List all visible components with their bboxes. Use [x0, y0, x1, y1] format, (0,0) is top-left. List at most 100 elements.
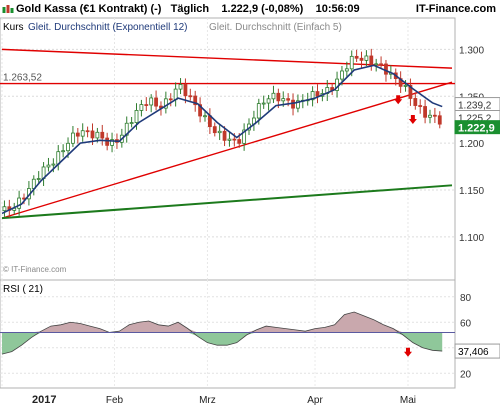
- candle-body: [266, 98, 271, 104]
- price-label: 1.225,2: [458, 114, 492, 125]
- candle-body: [17, 197, 22, 209]
- rsi-tick-label: 80: [460, 293, 472, 304]
- candle-body: [183, 84, 188, 97]
- price-tick-label: 1.150: [459, 186, 484, 197]
- candle-body: [71, 132, 75, 144]
- rsi-line: [1, 311, 443, 355]
- trendline-support-long: [1, 184, 453, 220]
- candle-body: [100, 131, 105, 139]
- candle-body: [105, 137, 110, 146]
- candle-body: [139, 104, 144, 111]
- candle-body: [227, 138, 232, 141]
- site-name: IT-Finance.com: [415, 3, 496, 15]
- candle-body: [51, 163, 56, 166]
- candle-body: [423, 106, 427, 118]
- candle-body: [46, 164, 51, 168]
- trendline-support-rising: [1, 81, 453, 219]
- candle-body: [80, 130, 85, 137]
- candle-body: [36, 178, 41, 180]
- candle-body: [374, 63, 379, 66]
- price-tick-label: 1.100: [459, 233, 484, 244]
- price-label-box: [454, 120, 500, 135]
- candle-body: [437, 115, 442, 125]
- candle-body: [354, 55, 359, 59]
- x-tick-label: Mrz: [199, 395, 216, 406]
- candle-body: [286, 98, 291, 101]
- x-tick-label: Mai: [400, 395, 416, 406]
- candle-body: [418, 105, 423, 107]
- candle-body: [178, 84, 183, 90]
- rsi-label-box: [454, 343, 500, 359]
- quote-time: 10:56:09: [315, 3, 360, 15]
- candle-body: [154, 97, 158, 107]
- candle-body: [276, 92, 281, 102]
- hline-label: 1.263,52: [3, 73, 42, 84]
- price-label: 1.222,9: [458, 123, 495, 135]
- rsi-area-above: [2, 312, 443, 333]
- legend-ema: Gleit. Durchschnitt (Exponentiell 12): [28, 22, 188, 33]
- candle-body: [271, 92, 276, 100]
- rsi-sell-arrow-icon: [403, 347, 412, 357]
- rsi-area-below: [2, 332, 443, 355]
- candle-body: [75, 132, 80, 137]
- candle-body: [217, 130, 222, 134]
- rsi-last-label: 37,406: [458, 347, 489, 358]
- candle-body: [95, 131, 100, 139]
- candle-body: [413, 98, 418, 106]
- x-tick-label: Feb: [106, 395, 124, 406]
- legend-kurs: Kurs: [3, 22, 24, 33]
- candle-body: [349, 55, 354, 70]
- x-tick-label: 2017: [32, 394, 56, 406]
- candle-body: [222, 130, 227, 141]
- instrument-icon: [2, 4, 14, 15]
- candle-body: [310, 91, 315, 101]
- price-change: (-0,08%): [261, 3, 304, 15]
- candle-body: [61, 150, 66, 153]
- candle-body: [129, 122, 134, 124]
- candle-body: [384, 63, 388, 75]
- candle-body: [242, 129, 247, 144]
- candle-body: [291, 99, 295, 109]
- x-tick-label: Apr: [307, 395, 323, 406]
- ema12-line: [1, 64, 443, 215]
- candle-body: [408, 85, 413, 99]
- candle-body: [403, 85, 408, 87]
- candle-body: [296, 100, 300, 109]
- candle-body: [168, 98, 173, 101]
- candle-body: [149, 97, 154, 106]
- candle-body: [359, 57, 364, 61]
- candle-body: [66, 142, 70, 152]
- candle-body: [90, 130, 95, 139]
- candle-body: [193, 95, 198, 106]
- rsi-tick-label: 20: [460, 369, 472, 380]
- price-tick-label: 1.200: [459, 139, 484, 150]
- candle-body: [369, 55, 374, 65]
- sell-arrow-icon: [394, 95, 403, 105]
- legend-kurs-box: [1, 20, 27, 32]
- candle-body: [144, 104, 149, 106]
- candle-body: [379, 63, 383, 66]
- candle-body: [198, 104, 202, 117]
- candle-body: [232, 138, 237, 141]
- candle-body: [134, 110, 139, 123]
- last-price: 1.222,9: [221, 3, 259, 15]
- candle-body: [188, 95, 193, 98]
- price-panel-frame: [0, 17, 456, 281]
- candle-body: [344, 68, 349, 72]
- candle-body: [261, 102, 266, 105]
- instrument-name: Gold Kassa (€1 Kontrakt) (-): [16, 3, 162, 15]
- candle-body: [203, 115, 207, 118]
- price-label: 1.239,2: [458, 101, 492, 112]
- candle-body: [163, 98, 168, 109]
- candle-body: [432, 114, 437, 117]
- candle-body: [340, 70, 344, 80]
- interval-label: Täglich: [170, 3, 210, 15]
- rsi-tick-label: 60: [460, 318, 472, 329]
- watermark: © IT-Finance.com: [3, 265, 67, 274]
- candle-body: [281, 98, 286, 102]
- candle-body: [85, 130, 90, 133]
- candle-body: [256, 103, 261, 119]
- legend-sma: Gleit. Durchschnitt (Einfach 5): [209, 22, 342, 33]
- sell-arrow-icon: [408, 114, 417, 124]
